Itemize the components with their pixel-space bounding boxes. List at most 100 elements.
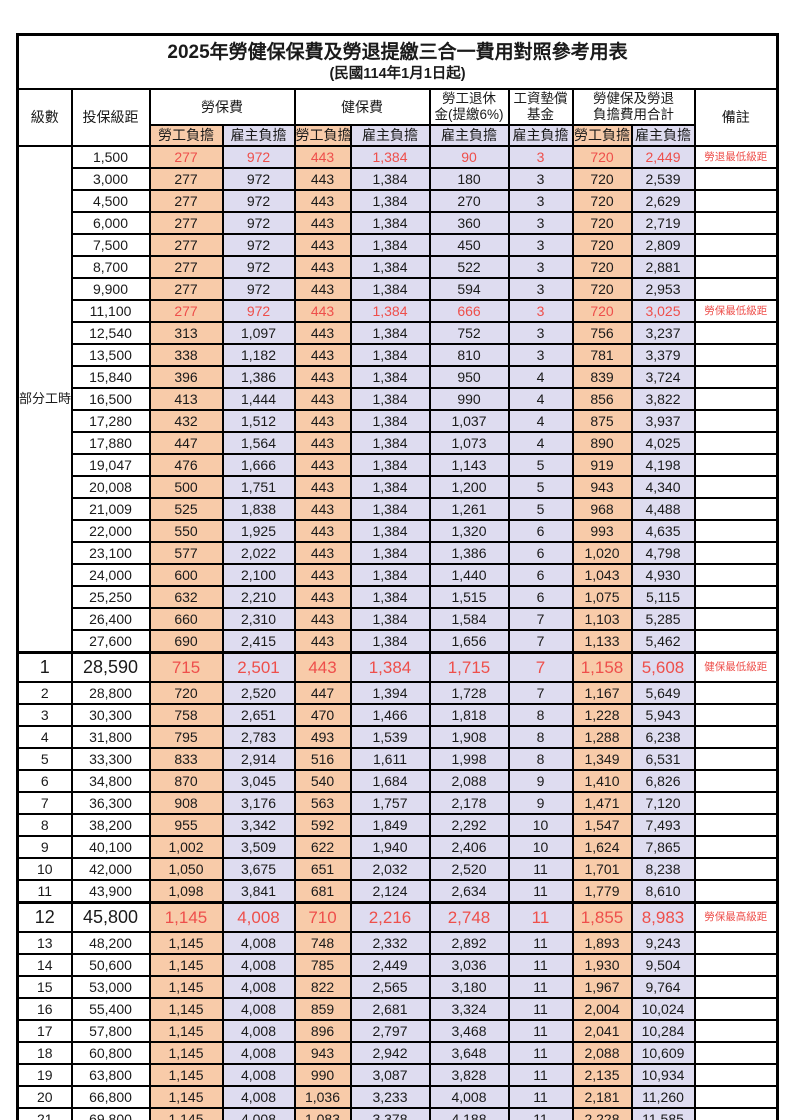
cell-pension-employer: 1,386 bbox=[428, 541, 510, 565]
level-cell: 21 bbox=[16, 1107, 73, 1120]
cell-labor-employer: 2,415 bbox=[221, 629, 296, 654]
cell-health-employee: 443 bbox=[293, 607, 352, 631]
cell-health-employer: 1,394 bbox=[349, 681, 431, 705]
cell-total-employee: 720 bbox=[571, 211, 633, 235]
cell-total-employer: 3,237 bbox=[630, 321, 696, 345]
cell-labor-employer: 1,751 bbox=[221, 475, 296, 499]
table-row: 8,700 277 972 443 1,384 522 3 720 2,881 bbox=[18, 255, 779, 279]
cell-wage-fund-employer: 8 bbox=[507, 725, 574, 749]
level-cell: 4 bbox=[16, 725, 73, 749]
cell-total-employer: 6,531 bbox=[630, 747, 696, 771]
cell-wage-fund-employer: 5 bbox=[507, 453, 574, 477]
cell-labor-employee: 1,145 bbox=[148, 953, 224, 977]
cell-health-employer: 2,449 bbox=[349, 953, 431, 977]
cell-health-employer: 1,384 bbox=[349, 299, 431, 323]
table-row: 13,500 338 1,182 443 1,384 810 3 781 3,379 bbox=[18, 343, 779, 367]
cell-total-employee: 1,349 bbox=[571, 747, 633, 771]
page-subtitle: (民國114年1月1日起) bbox=[329, 66, 466, 83]
cell-health-employee: 443 bbox=[293, 233, 352, 257]
remark-cell bbox=[693, 277, 779, 301]
cell-labor-employee: 1,145 bbox=[148, 1107, 224, 1120]
cell-labor-employer: 972 bbox=[221, 299, 296, 323]
cell-total-employee: 943 bbox=[571, 475, 633, 499]
cell-health-employer: 1,384 bbox=[349, 189, 431, 213]
cell-labor-employee: 413 bbox=[148, 387, 224, 411]
cell-health-employee: 443 bbox=[293, 497, 352, 521]
cell-labor-employee: 715 bbox=[148, 651, 224, 683]
remark-cell bbox=[693, 703, 779, 727]
cell-health-employee: 470 bbox=[293, 703, 352, 727]
table-row: 2 28,800 720 2,520 447 1,394 1,728 7 1,167 5,649 bbox=[16, 681, 779, 705]
level-cell: 11 bbox=[16, 879, 73, 904]
cell-total-employer: 5,943 bbox=[630, 703, 696, 727]
cell-pension-employer: 3,180 bbox=[428, 975, 510, 999]
header-labor-employer: 雇主負擔 bbox=[221, 124, 296, 147]
bracket-cell: 3,000 bbox=[70, 167, 151, 191]
cell-labor-employer: 972 bbox=[221, 145, 296, 169]
header-pension-line1: 勞工退休 bbox=[442, 91, 496, 106]
cell-labor-employee: 277 bbox=[148, 233, 224, 257]
cell-health-employer: 1,384 bbox=[349, 541, 431, 565]
cell-labor-employer: 4,008 bbox=[221, 1085, 296, 1109]
bracket-cell: 28,800 bbox=[70, 681, 151, 705]
cell-pension-employer: 3,468 bbox=[428, 1019, 510, 1043]
page-title: 2025年勞健保保費及勞退提繳三合一費用對照參考用表 bbox=[167, 42, 628, 64]
header-total-line1: 勞健保及勞退 bbox=[593, 91, 674, 106]
cell-wage-fund-employer: 7 bbox=[507, 629, 574, 654]
cell-wage-fund-employer: 9 bbox=[507, 791, 574, 815]
cell-labor-employee: 313 bbox=[148, 321, 224, 345]
cell-total-employer: 3,724 bbox=[630, 365, 696, 389]
cell-health-employee: 943 bbox=[293, 1041, 352, 1065]
cell-wage-fund-employer: 11 bbox=[507, 857, 574, 881]
level-cell: 18 bbox=[16, 1041, 73, 1065]
table-row: 17 57,800 1,145 4,008 896 2,797 3,468 11 2,041 10… bbox=[16, 1019, 779, 1043]
cell-labor-employer: 2,783 bbox=[221, 725, 296, 749]
bracket-cell: 19,047 bbox=[70, 453, 151, 477]
cell-health-employee: 443 bbox=[293, 167, 352, 191]
cell-wage-fund-employer: 5 bbox=[507, 475, 574, 499]
cell-labor-employer: 2,210 bbox=[221, 585, 296, 609]
remark-cell bbox=[693, 1063, 779, 1087]
cell-total-employee: 720 bbox=[571, 167, 633, 191]
bracket-cell: 38,200 bbox=[70, 813, 151, 837]
header-pension-line2: 金(提繳6%) bbox=[434, 107, 504, 122]
remark-cell bbox=[693, 409, 779, 433]
cell-pension-employer: 2,088 bbox=[428, 769, 510, 793]
cell-total-employee: 890 bbox=[571, 431, 633, 455]
bracket-cell: 23,100 bbox=[70, 541, 151, 565]
cell-pension-employer: 90 bbox=[428, 145, 510, 169]
cell-wage-fund-employer: 10 bbox=[507, 813, 574, 837]
cell-pension-employer: 270 bbox=[428, 189, 510, 213]
cell-pension-employer: 2,520 bbox=[428, 857, 510, 881]
table-row: 9,900 277 972 443 1,384 594 3 720 2,953 bbox=[18, 277, 779, 301]
cell-labor-employee: 833 bbox=[148, 747, 224, 771]
cell-labor-employer: 3,176 bbox=[221, 791, 296, 815]
cell-wage-fund-employer: 11 bbox=[507, 1107, 574, 1120]
cell-total-employer: 3,379 bbox=[630, 343, 696, 367]
remark-cell bbox=[693, 167, 779, 191]
cell-wage-fund-employer: 8 bbox=[507, 747, 574, 771]
cell-labor-employee: 660 bbox=[148, 607, 224, 631]
cell-pension-employer: 666 bbox=[428, 299, 510, 323]
cell-labor-employee: 1,145 bbox=[148, 997, 224, 1021]
cell-labor-employee: 277 bbox=[148, 211, 224, 235]
cell-total-employee: 1,779 bbox=[571, 879, 633, 904]
header-remark: 備註 bbox=[693, 88, 779, 147]
cell-total-employer: 2,449 bbox=[630, 145, 696, 169]
cell-health-employer: 2,797 bbox=[349, 1019, 431, 1043]
cell-labor-employer: 1,666 bbox=[221, 453, 296, 477]
cell-labor-employee: 720 bbox=[148, 681, 224, 705]
cell-total-employee: 839 bbox=[571, 365, 633, 389]
bracket-cell: 24,000 bbox=[70, 563, 151, 587]
remark-cell bbox=[693, 475, 779, 499]
cell-pension-employer: 1,728 bbox=[428, 681, 510, 705]
cell-total-employee: 1,043 bbox=[571, 563, 633, 587]
cell-total-employer: 7,493 bbox=[630, 813, 696, 837]
cell-health-employee: 493 bbox=[293, 725, 352, 749]
cell-total-employer: 6,238 bbox=[630, 725, 696, 749]
cell-wage-fund-employer: 6 bbox=[507, 585, 574, 609]
cell-pension-employer: 522 bbox=[428, 255, 510, 279]
remark-cell bbox=[693, 975, 779, 999]
cell-wage-fund-employer: 9 bbox=[507, 769, 574, 793]
header-pension-employer: 雇主負擔 bbox=[428, 124, 510, 147]
